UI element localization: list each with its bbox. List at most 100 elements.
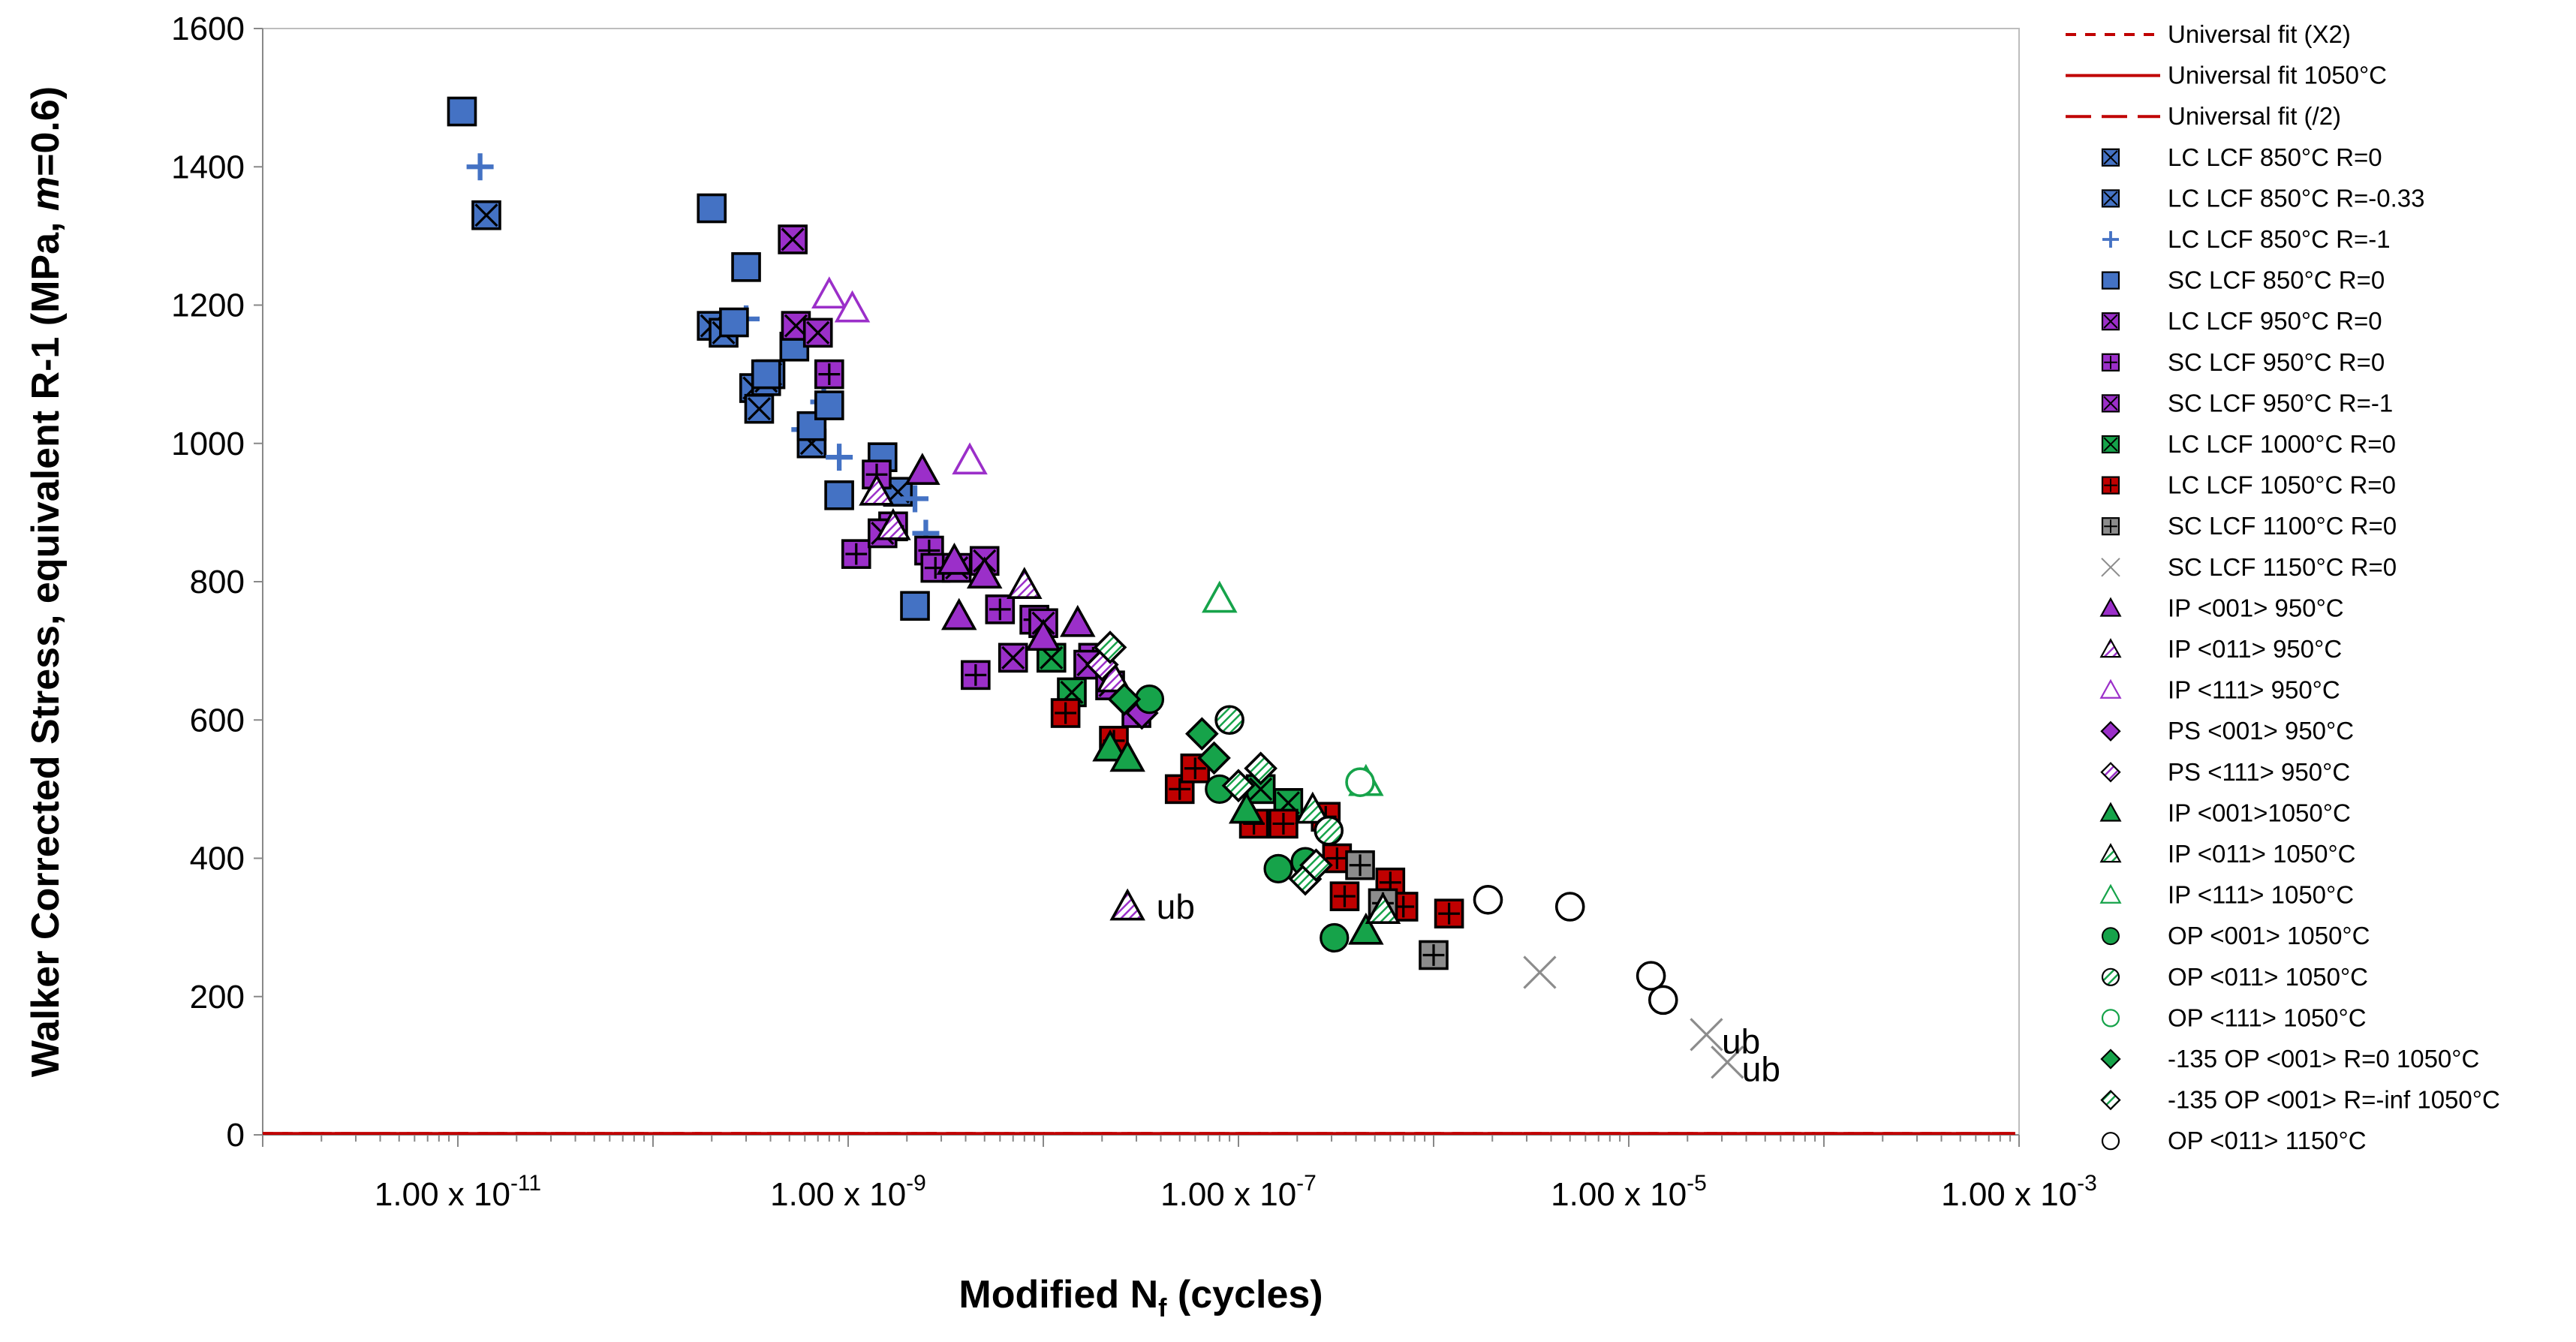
x-tick-label: 1.00 x 10-11 bbox=[375, 1171, 541, 1213]
legend-label: IP <011> 1050°C bbox=[2168, 840, 2356, 868]
annotation-ub: ub bbox=[1742, 1049, 1780, 1088]
y-title-part-m: m bbox=[24, 176, 68, 211]
legend-label: IP <111> 1050°C bbox=[2168, 881, 2354, 909]
legend-marker bbox=[2099, 802, 2122, 822]
legend-marker bbox=[2100, 721, 2121, 742]
data-point bbox=[952, 442, 988, 475]
series-12 bbox=[904, 453, 1096, 651]
x-tick-base: 1.00 x 10 bbox=[1551, 1176, 1687, 1213]
legend-label: PS <001> 950°C bbox=[2168, 717, 2354, 745]
data-point bbox=[1268, 808, 1299, 839]
legend-label: SC LCF 950°C R=-1 bbox=[2168, 389, 2393, 417]
legend-label: LC LCF 850°C R=-0.33 bbox=[2168, 184, 2424, 212]
legend-marker bbox=[2102, 927, 2120, 946]
data-point bbox=[1473, 884, 1503, 915]
x-tick-exp: -11 bbox=[510, 1171, 541, 1196]
data-point bbox=[796, 411, 827, 441]
data-point bbox=[1299, 848, 1333, 883]
data-point bbox=[966, 556, 1003, 589]
y-tick-label: 800 bbox=[190, 564, 245, 600]
data-point bbox=[1320, 922, 1350, 953]
x-tick-base: 1.00 x 10 bbox=[1941, 1176, 2077, 1213]
data-point bbox=[778, 224, 808, 254]
series-2 bbox=[471, 200, 913, 507]
x-title-main: Modified N bbox=[958, 1273, 1158, 1316]
data-point bbox=[1093, 630, 1127, 664]
data-point bbox=[875, 507, 911, 540]
data-point bbox=[1109, 739, 1145, 772]
x-tick-base: 1.00 x 10 bbox=[375, 1176, 510, 1213]
data-point bbox=[901, 485, 929, 513]
legend-label: -135 OP <001> R=-inf 1050°C bbox=[2168, 1086, 2500, 1114]
legend-label: SC LCF 1100°C R=0 bbox=[2168, 512, 2397, 540]
data-point bbox=[940, 597, 977, 630]
legend-label: LC LCF 850°C R=-1 bbox=[2168, 225, 2391, 253]
x-axis: 1.00 x 10-11 1.00 x 10-9 1.00 x 10-7 1.00 x… bbox=[262, 1134, 2097, 1213]
legend-marker bbox=[2102, 231, 2119, 248]
data-point bbox=[751, 359, 781, 390]
legend-marker bbox=[2100, 762, 2121, 783]
data-point bbox=[1107, 682, 1142, 716]
y-tick-label: 600 bbox=[190, 702, 245, 739]
x-tick-exp: -9 bbox=[906, 1171, 926, 1196]
y-axis-title: Walker Corrected Stress, equivalent R-1 … bbox=[24, 86, 68, 1077]
data-point bbox=[1197, 741, 1231, 775]
legend-marker bbox=[2101, 394, 2120, 413]
legend-marker bbox=[2101, 1009, 2120, 1028]
legend-label: Universal fit (/2) bbox=[2168, 102, 2341, 130]
legend-label: SC LCF 950°C R=0 bbox=[2168, 348, 2385, 376]
legend-marker bbox=[2099, 883, 2122, 904]
data-point bbox=[1109, 888, 1145, 921]
x-tick-exp: -3 bbox=[2077, 1171, 2097, 1196]
x-tick-base: 1.00 x 10 bbox=[770, 1176, 906, 1213]
legend-marker bbox=[2101, 1132, 2120, 1151]
series-18 bbox=[1295, 791, 1401, 924]
legend-label: SC LCF 1150°C R=0 bbox=[2168, 553, 2397, 581]
data-point bbox=[1345, 850, 1375, 880]
data-point bbox=[1229, 791, 1265, 824]
y-tick-label: 1400 bbox=[171, 149, 245, 185]
legend-label: -135 OP <001> R=0 1050°C bbox=[2168, 1045, 2479, 1073]
data-point bbox=[471, 200, 501, 230]
data-point bbox=[1365, 892, 1401, 924]
annotation-ub: ub bbox=[1157, 887, 1195, 926]
data-point bbox=[1295, 791, 1331, 824]
data-point bbox=[802, 317, 833, 348]
x-axis-title: Modified Nf (cycles) bbox=[958, 1273, 1323, 1322]
data-point bbox=[998, 642, 1028, 673]
data-point bbox=[1648, 985, 1678, 1016]
data-point bbox=[900, 591, 930, 621]
data-point bbox=[731, 252, 761, 282]
y-tick-label: 200 bbox=[190, 979, 245, 1016]
data-point bbox=[796, 428, 827, 459]
data-point bbox=[814, 359, 844, 390]
data-point bbox=[811, 276, 847, 309]
data-point bbox=[744, 393, 775, 424]
legend-label: IP <011> 950°C bbox=[2168, 635, 2342, 663]
x-tick-label: 1.00 x 10-7 bbox=[1160, 1171, 1317, 1213]
legend-marker bbox=[2101, 312, 2120, 331]
series-22 bbox=[1345, 767, 1375, 797]
data-point bbox=[1434, 898, 1464, 928]
data-point bbox=[1711, 1046, 1744, 1079]
data-point bbox=[1244, 751, 1277, 786]
legend-label: SC LCF 850°C R=0 bbox=[2168, 266, 2385, 294]
data-point bbox=[1345, 767, 1375, 797]
x-title-sub: f bbox=[1158, 1294, 1167, 1322]
legend-label: LC LCF 1000°C R=0 bbox=[2168, 430, 2396, 458]
data-point bbox=[841, 539, 871, 569]
legend-marker bbox=[2101, 476, 2120, 495]
data-point bbox=[719, 307, 749, 338]
series-24 bbox=[1093, 630, 1333, 896]
data-point bbox=[1690, 1018, 1723, 1052]
legend-marker bbox=[2101, 353, 2120, 372]
data-point bbox=[1185, 717, 1219, 751]
series-26 bbox=[1109, 888, 1145, 921]
legend-marker bbox=[2099, 597, 2122, 617]
data-point bbox=[1007, 567, 1043, 599]
legend-label: LC LCF 850°C R=0 bbox=[2168, 143, 2382, 171]
y-axis: 0 200 400 600 800 1000 1200 1400 1600 bbox=[171, 11, 263, 1154]
legend: Universal fit (X2) Universal fit 1050°C Un… bbox=[2066, 20, 2500, 1154]
data-point bbox=[826, 444, 853, 471]
